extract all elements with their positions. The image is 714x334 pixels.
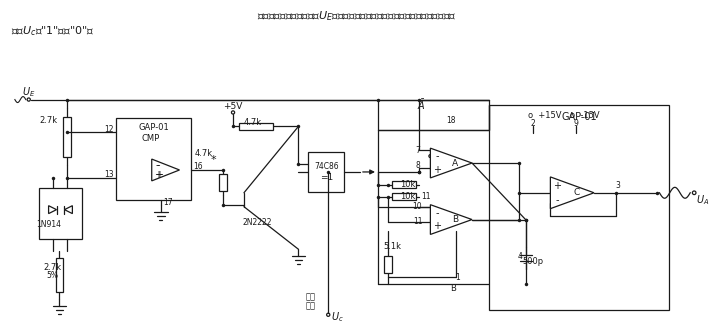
- Bar: [39, 188, 82, 239]
- Text: 9: 9: [574, 119, 578, 128]
- Text: 信号$U_c$是"1"还是"0"。: 信号$U_c$是"1"还是"0"。: [11, 24, 94, 38]
- Text: 7: 7: [415, 146, 420, 155]
- Text: 13: 13: [104, 170, 114, 179]
- Text: 8: 8: [415, 161, 420, 170]
- Text: 5%: 5%: [46, 271, 59, 280]
- Bar: [219, 174, 227, 191]
- Text: 2.7k: 2.7k: [44, 263, 61, 272]
- Bar: [116, 119, 191, 200]
- Bar: [64, 117, 71, 157]
- Polygon shape: [431, 148, 472, 178]
- Text: C: C: [573, 188, 579, 197]
- Bar: [489, 105, 670, 310]
- Text: 4: 4: [517, 252, 522, 261]
- Polygon shape: [151, 159, 179, 181]
- Polygon shape: [64, 206, 72, 214]
- Text: 5.1k: 5.1k: [383, 242, 402, 251]
- Text: 2N2222: 2N2222: [242, 218, 271, 227]
- Text: 2: 2: [531, 119, 535, 128]
- Bar: [384, 256, 392, 273]
- Text: 18: 18: [446, 116, 456, 125]
- Text: $U_c$: $U_c$: [331, 310, 343, 324]
- Text: 10: 10: [413, 202, 422, 211]
- Text: $U_{E}$: $U_{E}$: [22, 85, 36, 99]
- Text: -: -: [156, 160, 159, 170]
- Text: 极性: 极性: [306, 292, 316, 301]
- Text: *: *: [211, 155, 216, 165]
- Text: 2.7k: 2.7k: [39, 116, 58, 125]
- Text: +: +: [433, 165, 441, 175]
- Text: 3: 3: [615, 181, 620, 190]
- Text: GAP-01: GAP-01: [561, 113, 597, 123]
- Bar: [391, 181, 416, 188]
- Polygon shape: [49, 206, 56, 214]
- Text: o  -15V: o -15V: [570, 111, 600, 120]
- Text: 1N914: 1N914: [36, 220, 61, 229]
- Text: 11: 11: [413, 217, 422, 226]
- Text: 17: 17: [164, 198, 174, 207]
- Text: 500p: 500p: [522, 257, 543, 266]
- Text: +: +: [154, 170, 161, 180]
- Text: 11: 11: [421, 192, 431, 201]
- Polygon shape: [431, 205, 472, 234]
- Text: 1: 1: [455, 273, 460, 282]
- Text: -: -: [436, 208, 439, 218]
- Text: -: -: [436, 151, 439, 161]
- Text: A: A: [452, 159, 458, 168]
- Bar: [391, 193, 416, 200]
- Text: +: +: [155, 170, 163, 180]
- Text: 10k: 10k: [400, 192, 416, 201]
- Text: 4.7k: 4.7k: [195, 149, 213, 158]
- Bar: [56, 259, 64, 292]
- Text: 10k: 10k: [400, 180, 416, 189]
- Bar: [238, 123, 273, 130]
- Text: +: +: [553, 181, 561, 191]
- Text: B: B: [452, 215, 458, 224]
- Text: -: -: [157, 160, 161, 170]
- Text: $U_A$: $U_A$: [696, 193, 710, 207]
- Text: o  +15V: o +15V: [528, 111, 561, 120]
- Text: 4.7k: 4.7k: [243, 118, 262, 127]
- Text: 74C86: 74C86: [314, 162, 338, 171]
- Text: 电路可将输入的交变信号$U_{E}$变换为单极性信号，极性正或负取决于极性控制端: 电路可将输入的交变信号$U_{E}$变换为单极性信号，极性正或负取决于极性控制端: [257, 9, 457, 23]
- Text: B: B: [451, 285, 456, 294]
- Text: 12: 12: [104, 125, 114, 134]
- Text: 16: 16: [193, 162, 203, 171]
- Text: 控制: 控制: [306, 301, 316, 310]
- Text: =1: =1: [320, 173, 333, 182]
- Text: +5V: +5V: [223, 102, 243, 111]
- Bar: [308, 152, 344, 192]
- Text: +: +: [433, 221, 441, 231]
- Text: -: -: [555, 195, 559, 205]
- Text: GAP-01: GAP-01: [139, 123, 169, 132]
- Text: $\bar{A}$: $\bar{A}$: [417, 98, 426, 112]
- Polygon shape: [550, 177, 594, 209]
- Text: CMP: CMP: [141, 134, 160, 143]
